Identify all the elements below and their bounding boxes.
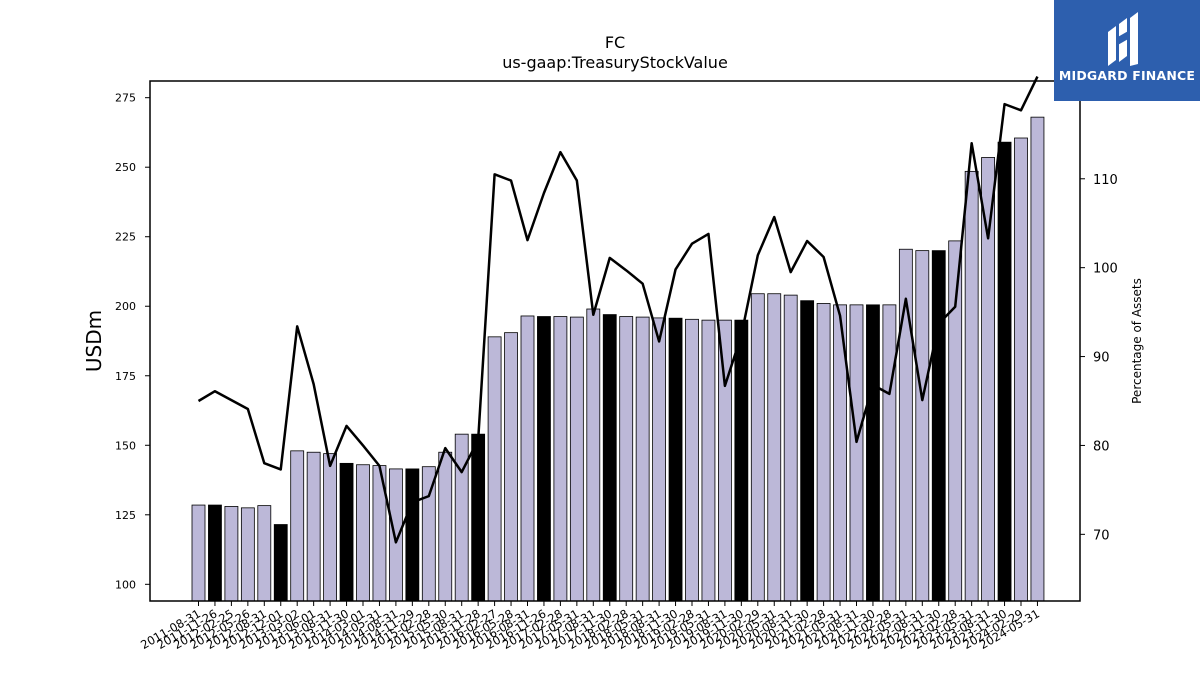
bar-2020-05-31 [767, 293, 782, 602]
bar-2020-11-30 [800, 300, 815, 602]
bar-2013-06-01 [306, 451, 321, 602]
bar-2015-02-28 [421, 466, 436, 602]
bar-2019-02-28 [685, 318, 699, 602]
y-tick-label: 275 [115, 92, 136, 105]
bar-2012-08-31 [257, 505, 272, 602]
y2-tick-label: 100 [1093, 262, 1118, 277]
bar-2019-05-31 [701, 319, 716, 602]
x-axis: 2011-08-312011-11-262012-02-252012-05-26… [138, 601, 1042, 652]
y-tick-label: 175 [115, 370, 136, 383]
y-tick-label: 250 [115, 161, 136, 174]
bar-2014-03-01 [356, 464, 370, 602]
y-tick-label: 150 [115, 439, 136, 452]
bar-2022-08-31 [915, 250, 930, 602]
bar-2016-02-27 [487, 336, 502, 602]
bar-2018-08-31 [652, 317, 666, 602]
bar-2015-08-31 [454, 433, 469, 602]
bar-2014-11-29 [405, 468, 420, 602]
bar-2018-11-30 [668, 317, 683, 602]
chart-subtitle: us-gaap:TreasuryStockValue [502, 53, 728, 72]
bar-2015-05-30 [438, 451, 453, 602]
bar-2018-05-31 [635, 316, 650, 602]
bar-2011-08-31 [191, 504, 206, 602]
bar-2024-05-31 [1030, 116, 1045, 602]
bar-2023-08-31 [981, 157, 995, 602]
bar-2017-11-30 [602, 314, 617, 602]
y-axis-label: USDm [82, 310, 106, 372]
chart-title: FC [605, 33, 625, 52]
percentage-line [197, 76, 1039, 544]
y-tick-label: 100 [115, 578, 136, 591]
bar-2022-11-30 [931, 250, 946, 602]
bar-2014-08-31 [388, 468, 403, 602]
bar-2013-11-30 [339, 462, 354, 602]
bar-2017-05-27 [569, 316, 584, 602]
bar-2018-02-28 [619, 316, 634, 602]
y2-tick-label: 110 [1093, 173, 1118, 188]
y2-tick-label: 80 [1093, 439, 1110, 454]
y-tick-label: 200 [115, 300, 136, 313]
logo-text: MIDGARD FINANCE [1058, 68, 1196, 83]
bar-2020-02-29 [750, 293, 765, 602]
bar-2021-08-31 [849, 304, 864, 602]
bar-2016-11-26 [537, 316, 551, 602]
bar-2021-11-30 [866, 304, 880, 602]
y2-tick-label: 90 [1093, 351, 1110, 366]
bar-2019-11-30 [734, 319, 749, 602]
bar-2013-08-31 [323, 453, 338, 602]
brand-logo: MIDGARD FINANCE [1054, 0, 1200, 101]
bar-2012-05-26 [240, 507, 255, 602]
y-axis-left: 100 125 150 175 200 225 250 275 [115, 92, 150, 591]
bar-2016-05-28 [504, 332, 518, 602]
bar-2012-02-25 [224, 506, 239, 602]
y-tick-label: 125 [115, 509, 136, 522]
bar-2015-11-28 [471, 433, 486, 602]
y-tick-label: 225 [115, 231, 136, 244]
bar-2012-12-01 [273, 524, 288, 602]
midgard-logo-icon [1108, 12, 1138, 66]
y2-axis-label: Percentage of Assets [1130, 278, 1144, 404]
bar-2020-08-31 [783, 294, 798, 602]
bar-2019-08-31 [718, 319, 732, 602]
bar-2013-03-02 [290, 450, 305, 602]
bar-2024-02-29 [1014, 137, 1028, 602]
bar-2011-11-26 [208, 504, 222, 602]
plot-frame [149, 80, 1081, 602]
bar-2022-02-28 [882, 304, 897, 602]
y-axis-right: 70 80 90 100 110 [1080, 173, 1118, 543]
y2-tick-label: 70 [1093, 528, 1110, 543]
bar-2023-11-30 [997, 141, 1012, 602]
bar-2016-08-31 [520, 315, 535, 602]
bar-2017-08-31 [586, 308, 601, 602]
bar-2023-05-31 [964, 170, 979, 602]
bar-2017-02-25 [553, 316, 568, 602]
bar-2021-02-28 [816, 303, 831, 602]
